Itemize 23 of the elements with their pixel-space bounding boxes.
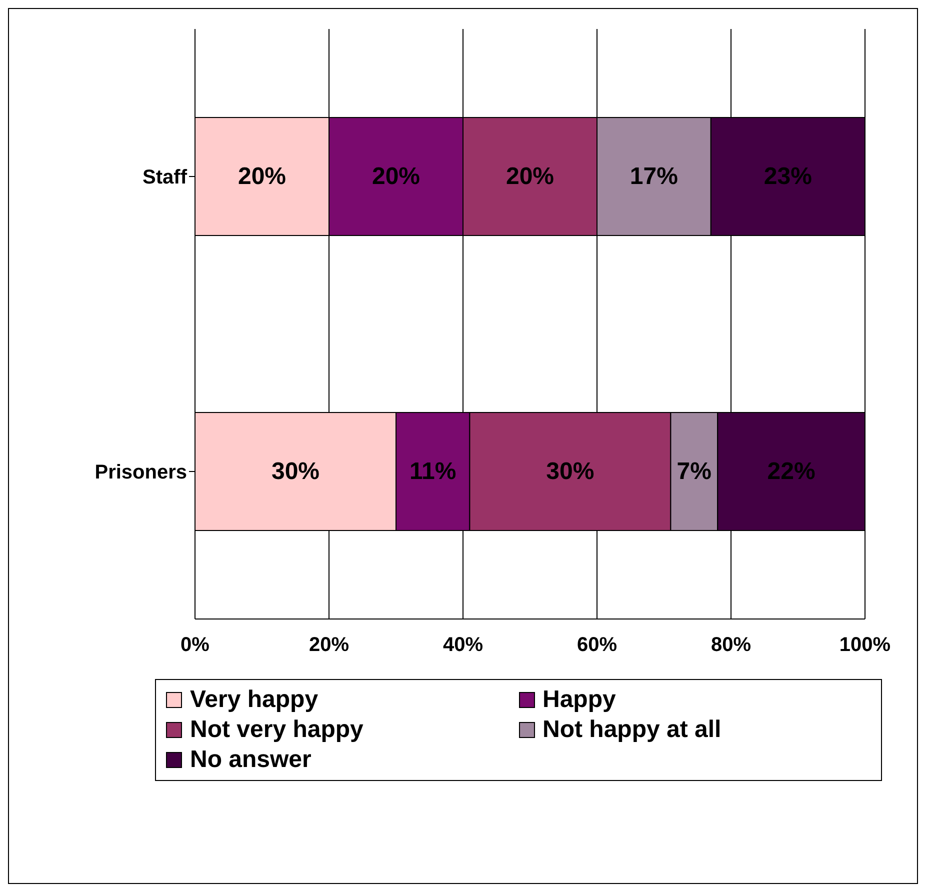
data-label: 7% [676,458,712,485]
legend-label: Not very happy [190,716,364,744]
legend-label: Happy [542,686,616,714]
data-label: 20% [506,163,554,190]
data-label: 20% [372,163,420,190]
data-label: 23% [764,163,812,190]
x-tick-label: 80% [710,634,752,656]
data-label: 17% [630,163,678,190]
legend-label: No answer [190,746,312,774]
x-tick-label: 40% [442,634,484,656]
y-tick-label: Staff [142,166,188,189]
x-tick-label: 0% [180,634,210,656]
data-label: 22% [767,458,816,485]
x-tick-label: 20% [308,634,350,656]
legend-label: Not happy at all [542,716,722,744]
data-label: 11% [409,458,456,485]
data-label: 20% [238,163,286,190]
x-tick-label: 60% [576,634,618,656]
y-tick-label: Prisoners [94,462,187,484]
x-tick-label: 100% [839,634,891,656]
data-label: 30% [546,458,594,485]
legend-label: Very happy [190,686,318,714]
data-label: 30% [271,458,320,485]
